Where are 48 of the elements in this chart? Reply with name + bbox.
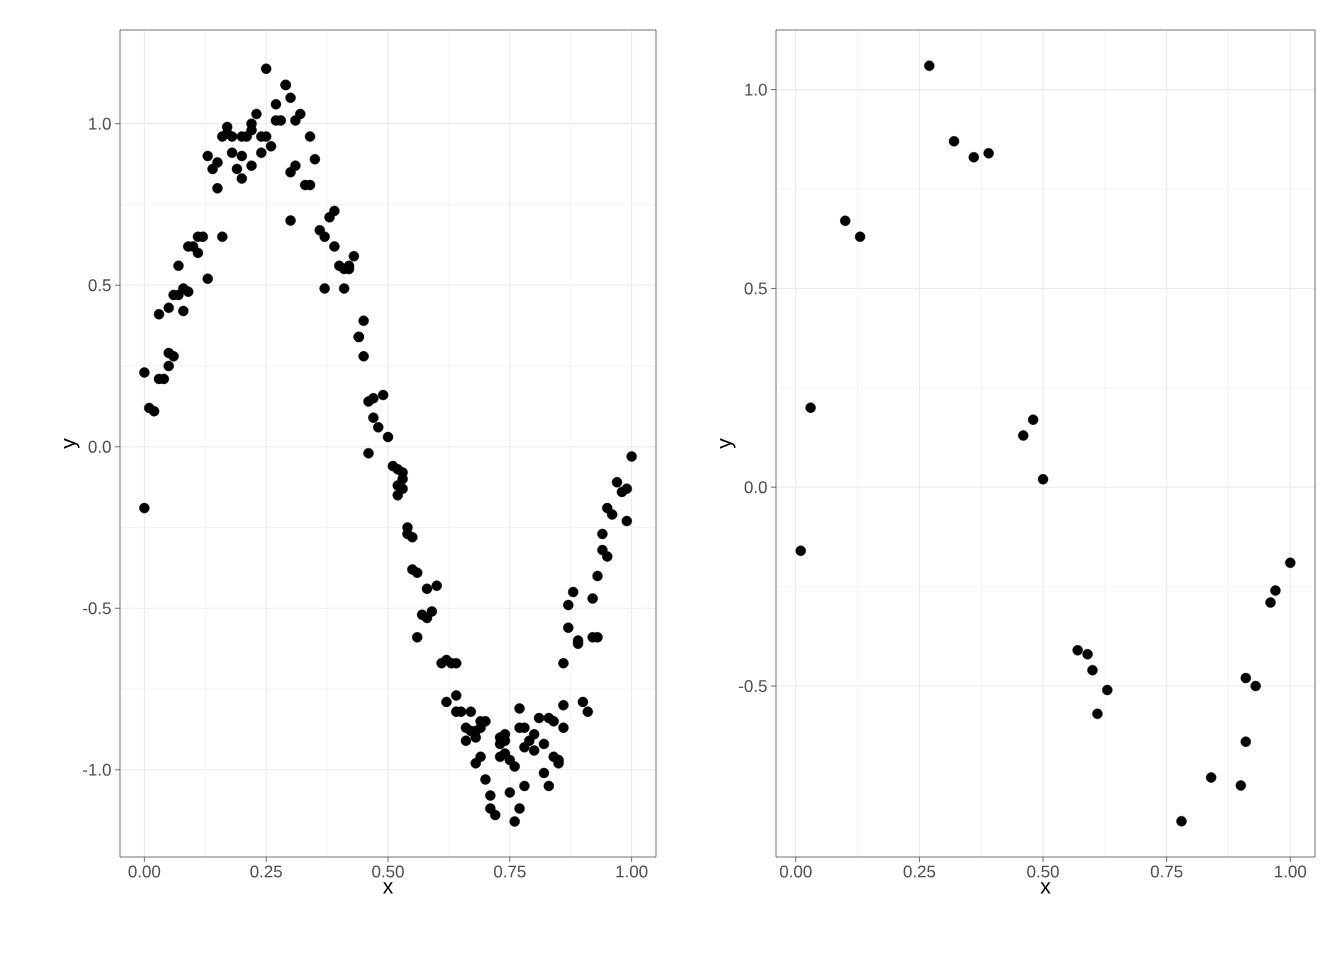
point: [805, 402, 816, 413]
point: [1240, 672, 1251, 684]
point: [795, 545, 806, 557]
point: [983, 148, 994, 159]
point: [1082, 649, 1093, 660]
point: [968, 152, 980, 163]
x-tick-label: 0.75: [494, 865, 526, 878]
point: [1087, 664, 1098, 676]
y-tick-label: -0.5: [83, 602, 111, 615]
y-tick-label: 0.5: [88, 279, 111, 292]
x-tick-label: 0.75: [1150, 865, 1183, 878]
x-tick-label: 0.00: [779, 865, 812, 878]
x-tick-label: 0.25: [903, 865, 936, 878]
x-tick-label: 1.00: [1275, 865, 1307, 878]
y-axis-title: y: [720, 438, 736, 449]
y-tick-label: -0.5: [739, 680, 767, 693]
point: [1205, 772, 1217, 783]
point: [1072, 645, 1083, 656]
point: [854, 231, 866, 242]
point: [1285, 557, 1296, 568]
y-tick-label: -1.0: [83, 763, 111, 776]
x-tick-label: 0.50: [1027, 865, 1059, 878]
x-tick-label: 0.50: [372, 865, 404, 878]
y-tick-label: 1.0: [745, 83, 767, 96]
point: [1240, 736, 1251, 747]
point: [1176, 816, 1187, 827]
y-tick-label: 0.5: [744, 282, 767, 295]
point: [1235, 780, 1247, 791]
point: [1027, 414, 1039, 425]
y-tick-label: 0.0: [744, 481, 767, 494]
y-tick-label: 0.0: [88, 440, 111, 453]
point: [840, 215, 851, 227]
point: [948, 136, 960, 147]
point: [1092, 708, 1103, 720]
point: [1265, 597, 1276, 608]
x-tick-label: 1.00: [616, 865, 648, 878]
point: [1018, 430, 1029, 441]
x-axis-title: x: [383, 882, 394, 894]
point: [924, 60, 935, 71]
y-axis-title: y: [64, 438, 80, 449]
x-axis-title: x: [1040, 882, 1051, 894]
x-tick-label: 0.00: [128, 865, 161, 878]
point: [1102, 684, 1113, 696]
point: [1037, 474, 1049, 485]
x-tick-label: 0.25: [250, 865, 282, 878]
point: [1250, 680, 1261, 692]
y-tick-label: 1.0: [89, 117, 111, 130]
point: [1270, 585, 1281, 596]
